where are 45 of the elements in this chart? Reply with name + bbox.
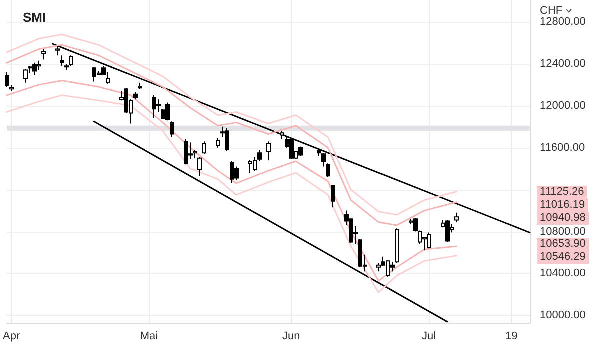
candlestick — [326, 163, 330, 178]
y-tick-label: 10800.00 — [540, 226, 586, 238]
candlestick — [23, 68, 28, 84]
candlestick — [216, 138, 220, 148]
candlestick — [257, 149, 262, 162]
candlestick — [55, 46, 60, 56]
text: SMI — [23, 10, 46, 25]
y-tick-label: 12800.00 — [540, 16, 586, 28]
candlestick — [202, 141, 206, 155]
y-tick-label: 11600.00 — [540, 142, 586, 154]
candlestick — [289, 138, 294, 160]
candlestick — [454, 212, 459, 223]
x-tick-label: Jun — [282, 330, 300, 342]
candlestick — [298, 146, 303, 157]
candlestick — [41, 48, 46, 60]
candlestick — [280, 130, 284, 140]
candlestick — [197, 156, 202, 177]
y-tick-label: 12400.00 — [540, 58, 586, 70]
candlestick — [138, 82, 142, 90]
y-tick-label: 12000.00 — [540, 100, 586, 112]
x-tick-label: Mai — [140, 330, 158, 342]
x-tick-label: 19 — [506, 330, 518, 342]
candlestick — [331, 185, 335, 208]
y-tick-label: 10400.00 — [540, 268, 586, 280]
candlestick — [32, 62, 37, 76]
y-axis-title: CHF — [540, 5, 563, 17]
candlestick — [317, 149, 321, 157]
candlestick — [165, 102, 170, 122]
candlestick — [266, 141, 271, 161]
y-tick-label: 10000.00 — [540, 310, 586, 322]
x-tick-label: Apr — [2, 330, 20, 342]
text: 11125.26 — [537, 186, 588, 200]
candlestick — [9, 84, 14, 92]
candlestick — [445, 220, 450, 243]
text: 11016.19 — [537, 199, 588, 212]
candlestick — [170, 121, 174, 138]
text: 10546.29 — [537, 251, 589, 264]
candlestick — [321, 152, 326, 168]
candlestick — [60, 55, 64, 67]
candlestick — [395, 228, 399, 264]
candlestick — [5, 72, 9, 88]
x-tick-label: Jul — [422, 330, 436, 342]
text: 10653.90 — [537, 238, 589, 252]
text: 10940.98 — [537, 212, 589, 226]
candlestick — [133, 92, 138, 100]
